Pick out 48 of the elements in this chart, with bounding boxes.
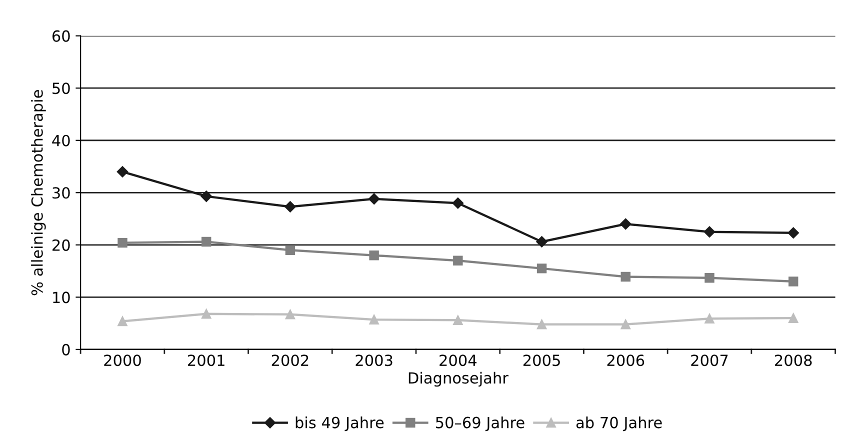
x-tick-label: 2007 [691,354,728,366]
x-tick-label: 2006 [607,354,644,366]
x-tick-label: 2008 [775,354,812,366]
point [788,227,799,238]
y-tick-label: 10 [53,292,70,304]
point [368,193,380,205]
point [118,316,128,326]
point [536,319,547,330]
point [788,276,798,286]
point [452,197,464,209]
y-tick-label: 0 [62,344,70,356]
point [285,245,296,255]
point [536,264,547,274]
x-tick-label: 2004 [440,354,477,366]
y-tick-label: 30 [52,187,70,199]
point [536,236,548,248]
legend-label: ab 70 Jahre [576,416,662,432]
point [453,256,463,266]
x-tick-label: 2005 [523,354,560,366]
point [284,201,296,212]
x-tick-label: 2000 [104,354,141,366]
legend-label: bis 49 Jahre [296,416,384,432]
point [620,319,630,330]
point [116,166,128,178]
point [201,236,212,247]
x-tick-label: 2002 [272,354,308,366]
point [369,314,379,325]
point [118,238,128,248]
y-axis-title: % alleinige Chemotherapie [31,90,46,296]
point [285,310,296,320]
y-tick-label: 60 [52,30,70,42]
point [620,272,630,282]
point [704,314,714,324]
x-tick-label: 2001 [188,354,224,366]
y-tick-label: 50 [52,82,70,94]
point [453,315,463,326]
point [620,218,632,230]
legend-label: 50–69 Jahre [436,416,524,432]
point [704,272,714,283]
point [369,250,379,260]
point [200,190,212,202]
point [201,309,212,319]
x-axis-title: Diagnosejahr [408,372,508,387]
y-tick-label: 20 [52,239,70,251]
point [788,313,798,323]
x-tick-label: 2003 [356,354,392,366]
y-tick-label: 40 [52,134,70,146]
point [704,226,716,238]
